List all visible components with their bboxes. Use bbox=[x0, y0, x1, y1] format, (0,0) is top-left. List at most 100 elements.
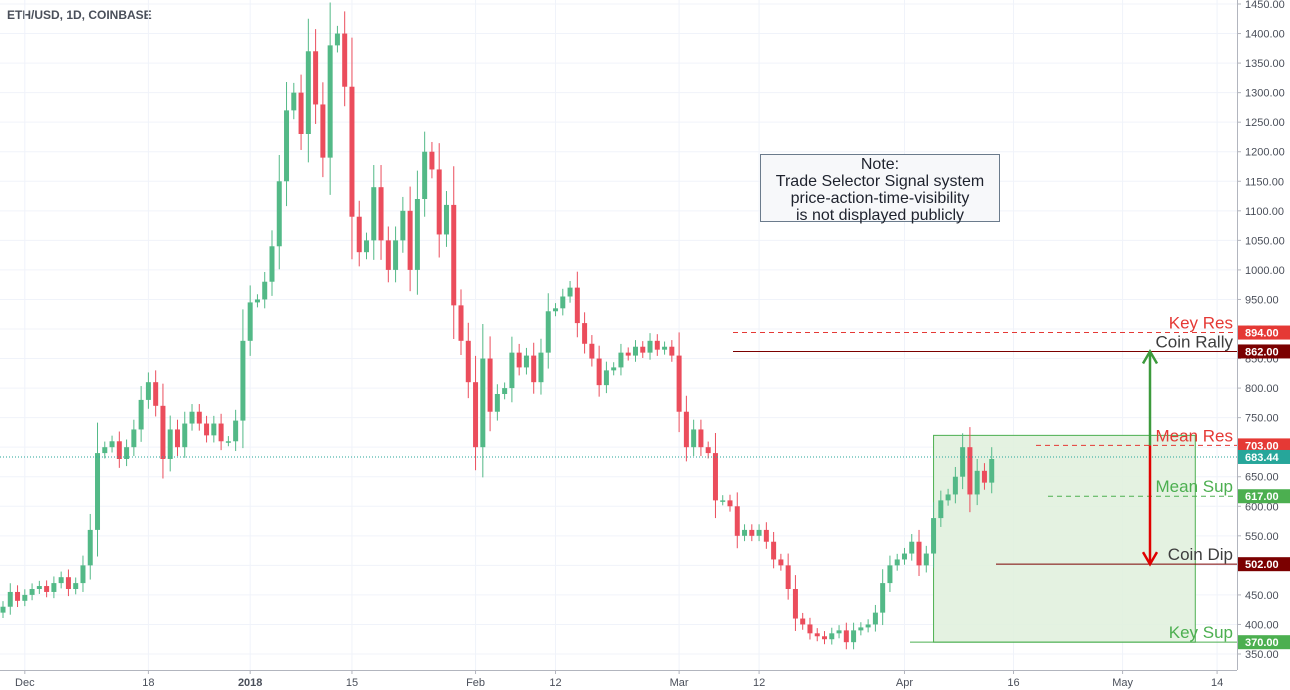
candle-up bbox=[225, 441, 231, 443]
candle-down bbox=[625, 352, 631, 356]
candle-down bbox=[814, 633, 820, 637]
candle-down bbox=[734, 506, 740, 536]
time-scale-bg bbox=[0, 670, 1290, 690]
candle-down bbox=[298, 92, 304, 134]
candle-up bbox=[254, 299, 260, 303]
note-line: Note: bbox=[860, 156, 900, 173]
candle-down bbox=[385, 240, 391, 270]
candle-up bbox=[371, 187, 377, 241]
y-tick-label: 450.00 bbox=[1245, 590, 1279, 602]
candle-up bbox=[138, 399, 144, 430]
candle-down bbox=[967, 447, 973, 495]
candle-up bbox=[880, 583, 886, 613]
candle-up bbox=[545, 311, 551, 353]
candle-down bbox=[458, 305, 464, 341]
candle-down bbox=[65, 577, 71, 589]
candle-up bbox=[36, 586, 42, 589]
candle-down bbox=[596, 358, 602, 386]
y-tick-label: 750.00 bbox=[1245, 413, 1279, 425]
candle-down bbox=[349, 86, 355, 217]
candle-down bbox=[822, 636, 828, 640]
candle-up bbox=[632, 346, 638, 356]
y-tick-label: 1150.00 bbox=[1245, 176, 1284, 188]
range-zone bbox=[933, 434, 1196, 643]
candle-down bbox=[204, 423, 210, 436]
candle-down bbox=[356, 216, 362, 253]
x-tick-label: Apr bbox=[896, 677, 913, 689]
y-tick-label: 1450.00 bbox=[1245, 0, 1285, 11]
y-tick-label: 1350.00 bbox=[1245, 58, 1285, 70]
candle-up bbox=[901, 553, 907, 560]
price-badge bbox=[1238, 438, 1290, 453]
candle-up bbox=[952, 476, 958, 495]
candle-up bbox=[538, 352, 544, 383]
level-label: Key Res bbox=[1169, 314, 1233, 333]
y-tick-label: 650.00 bbox=[1245, 472, 1279, 484]
candle-down bbox=[378, 187, 384, 241]
candle-up bbox=[691, 429, 697, 448]
candle-down bbox=[44, 586, 50, 592]
candle-up bbox=[102, 447, 108, 454]
candle-up bbox=[393, 240, 399, 270]
x-tick-label: 12 bbox=[753, 677, 765, 689]
level-label: Coin Dip bbox=[1168, 545, 1233, 564]
candle-down bbox=[712, 453, 718, 501]
x-tick-label: 12 bbox=[549, 677, 561, 689]
candle-down bbox=[640, 346, 646, 353]
candle-up bbox=[756, 529, 762, 536]
candle-down bbox=[342, 33, 348, 87]
candle-up bbox=[58, 577, 64, 584]
candle-down bbox=[429, 151, 435, 170]
candle-up bbox=[247, 302, 253, 341]
candles-layer bbox=[0, 2, 995, 650]
candle-up bbox=[124, 447, 130, 459]
candle-up bbox=[443, 204, 449, 235]
candle-up bbox=[305, 51, 311, 134]
candle-down bbox=[698, 429, 704, 448]
candle-up bbox=[22, 594, 28, 601]
candle-up bbox=[836, 630, 842, 634]
level-label: Mean Sup bbox=[1156, 477, 1234, 496]
candle-up bbox=[931, 518, 937, 554]
candle-up bbox=[291, 92, 297, 111]
y-tick-label: 1050.00 bbox=[1245, 235, 1285, 247]
level-label: Coin Rally bbox=[1156, 332, 1234, 351]
candle-down bbox=[792, 589, 798, 619]
candle-up bbox=[742, 529, 748, 536]
candle-up bbox=[923, 553, 929, 566]
price-badge bbox=[1238, 557, 1290, 572]
candle-down bbox=[582, 323, 588, 344]
candle-up bbox=[523, 355, 529, 368]
candle-down bbox=[676, 355, 682, 412]
candle-down bbox=[465, 340, 471, 383]
candle-up bbox=[167, 429, 173, 459]
candle-down bbox=[778, 559, 784, 566]
candle-up bbox=[480, 358, 486, 448]
note-line: Trade Selector Signal system bbox=[775, 173, 985, 190]
candle-up bbox=[334, 33, 340, 46]
candle-down bbox=[473, 382, 479, 448]
candle-down bbox=[749, 529, 755, 536]
candle-up bbox=[189, 411, 195, 424]
candle-up bbox=[87, 529, 93, 566]
candle-down bbox=[313, 51, 319, 105]
candle-down bbox=[785, 565, 791, 589]
x-tick-label: 14 bbox=[1211, 677, 1223, 689]
candle-up bbox=[29, 589, 35, 595]
y-tick-label: 1400.00 bbox=[1245, 29, 1285, 41]
candle-up bbox=[182, 423, 188, 448]
last-price-badge-label: 683.44 bbox=[1245, 452, 1280, 464]
price-badge-label: 617.00 bbox=[1245, 491, 1279, 503]
candle-up bbox=[145, 382, 151, 400]
y-tick-label: 550.00 bbox=[1245, 531, 1279, 543]
candle-up bbox=[400, 210, 406, 241]
candle-up bbox=[502, 388, 508, 394]
range-zone-layer bbox=[933, 434, 1196, 643]
candle-down bbox=[981, 470, 987, 483]
candle-up bbox=[611, 367, 617, 371]
arrow-up-icon bbox=[1141, 348, 1159, 365]
note-line: price-action-time-visibility bbox=[790, 190, 970, 207]
candle-down bbox=[727, 500, 733, 507]
candle-down bbox=[487, 358, 493, 412]
